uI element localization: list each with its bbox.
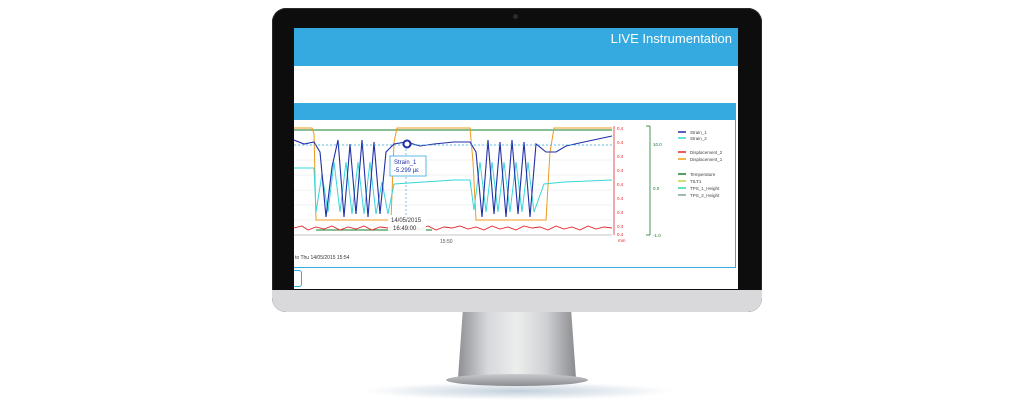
series-strain-1 bbox=[294, 135, 613, 218]
legend-label: TPS_2_Height bbox=[690, 193, 720, 198]
app-title: LIVE Instrumentation bbox=[610, 31, 732, 46]
legend-item-displacement-1[interactable]: Displacement_1 bbox=[678, 157, 723, 162]
chart-panel: Strain_1 -5.299 µε 14/05/2015 16:49:00 1… bbox=[294, 103, 736, 268]
monitor-shadow bbox=[360, 382, 675, 400]
legend-label: TILT1 bbox=[690, 179, 702, 184]
app-header: LIVE Instrumentation bbox=[294, 28, 738, 66]
red-tick-2: 0.4 bbox=[617, 154, 624, 159]
series-displacement-1 bbox=[294, 127, 612, 221]
tooltip-series: Strain_1 bbox=[394, 160, 417, 166]
red-tick-6: 0.4 bbox=[617, 210, 624, 215]
legend-item-displacement-2[interactable]: Displacement_2 bbox=[678, 150, 723, 155]
green-tick-1: 0.0 bbox=[653, 186, 660, 191]
legend-label: Strain_1 bbox=[690, 130, 707, 135]
red-tick-4: 0.4 bbox=[617, 182, 624, 187]
legend-item-strain-1[interactable]: Strain_1 bbox=[678, 130, 707, 135]
green-tick-2: -1.0 bbox=[653, 233, 661, 238]
legend-label: Displacement_2 bbox=[690, 150, 723, 155]
legend-item-temperature[interactable]: Temperature bbox=[678, 172, 716, 177]
legend-item-tps-2-height[interactable]: TPS_2_Height bbox=[678, 193, 720, 198]
crosshair-label: 14/05/2015 16:49:00 bbox=[388, 215, 426, 234]
crosshair-date: 14/05/2015 bbox=[391, 218, 422, 224]
hover-marker bbox=[402, 139, 412, 149]
red-tick-8: 0.4 bbox=[617, 232, 624, 237]
red-tick-0: 0.4 bbox=[617, 126, 624, 131]
instrumentation-chart[interactable]: Strain_1 -5.299 µε 14/05/2015 16:49:00 1… bbox=[294, 122, 735, 252]
legend-item-tilt1[interactable]: TILT1 bbox=[678, 179, 702, 184]
time-range-label: to Thu 14/05/2015 15:54 bbox=[295, 255, 350, 261]
series-displacement-2 bbox=[294, 225, 613, 231]
legend-label: Temperature bbox=[690, 172, 716, 177]
legend-item-tps-1-height[interactable]: TPS_1_Height bbox=[678, 186, 720, 191]
legend-label: TPS_1_Height bbox=[690, 186, 720, 191]
right-axis-temperature: 10.0 0.0 -1.0 bbox=[646, 125, 662, 238]
partial-button[interactable] bbox=[294, 270, 302, 287]
webcam-icon bbox=[513, 14, 518, 19]
red-tick-1: 0.4 bbox=[617, 140, 624, 145]
legend-label: Strain_2 bbox=[690, 136, 707, 141]
red-axis-unit: mm bbox=[618, 238, 626, 243]
monitor-stand-base bbox=[446, 374, 588, 386]
green-tick-0: 10.0 bbox=[653, 142, 662, 147]
red-tick-3: 0.4 bbox=[617, 168, 624, 173]
monitor-screen: LIVE Instrumentation bbox=[294, 28, 738, 289]
monitor-stand-neck bbox=[458, 312, 576, 378]
red-tick-5: 0.4 bbox=[617, 196, 624, 201]
tooltip-value: -5.299 µε bbox=[394, 168, 419, 174]
x-tick-label: 15:50 bbox=[440, 239, 453, 245]
red-tick-7: 0.4 bbox=[617, 224, 624, 229]
legend-label: Displacement_1 bbox=[690, 157, 723, 162]
crosshair-time: 16:49:00 bbox=[393, 226, 417, 232]
legend: Strain_1 Strain_2 Displacement_2 Displac… bbox=[678, 130, 723, 198]
monitor-chin bbox=[272, 290, 762, 312]
legend-item-strain-2[interactable]: Strain_2 bbox=[678, 136, 707, 141]
tooltip: Strain_1 -5.299 µε bbox=[389, 155, 427, 177]
chart-panel-header bbox=[294, 104, 735, 120]
right-axis-displacement: 0.4 0.4 0.4 0.4 0.4 0.4 0.4 0.4 0.4 mm bbox=[613, 126, 626, 243]
